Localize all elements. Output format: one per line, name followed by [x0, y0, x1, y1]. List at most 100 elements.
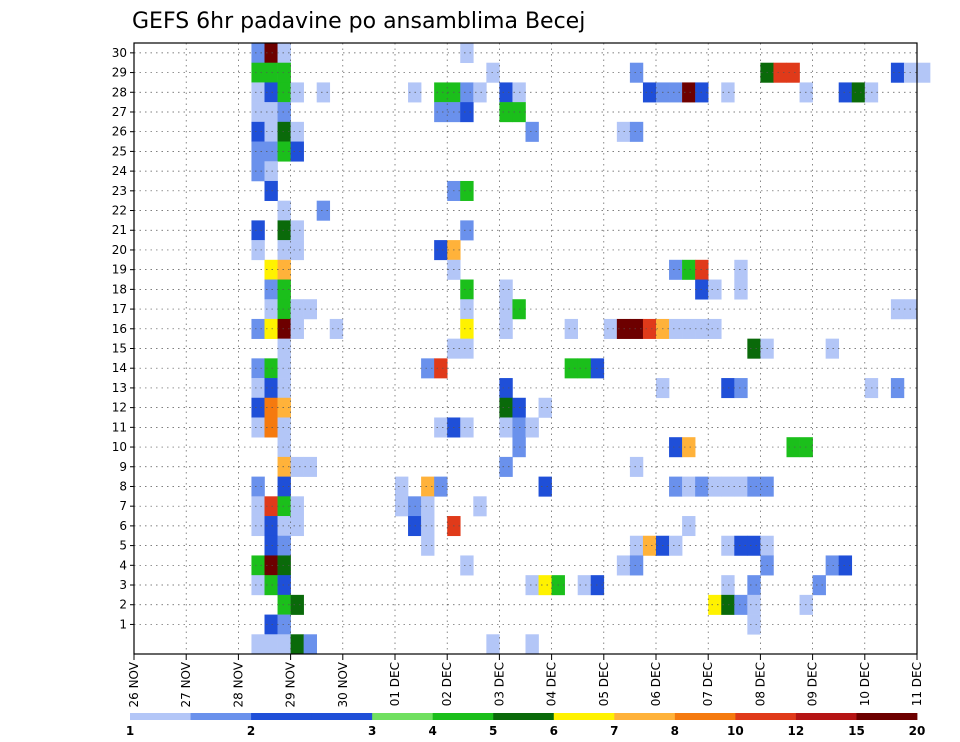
heatmap-cell	[499, 82, 513, 103]
colorbar-segment	[553, 713, 615, 720]
x-tick-label: 02 DEC	[440, 662, 454, 706]
heatmap-cell	[682, 259, 696, 280]
heatmap-cell	[499, 417, 513, 438]
colorbar-label: 8	[671, 724, 679, 738]
heatmap-cell	[264, 378, 278, 399]
heatmap-cell	[773, 62, 787, 83]
heatmap-cell	[277, 121, 291, 142]
heatmap-cell	[264, 161, 278, 182]
heatmap-cell	[460, 102, 474, 123]
heatmap-cell	[721, 535, 735, 556]
colorbar-segment	[735, 713, 797, 720]
heatmap-cell	[812, 575, 826, 596]
heatmap-cell	[460, 180, 474, 201]
heatmap-cell	[460, 279, 474, 300]
heatmap-cell	[747, 338, 761, 359]
heatmap-cell	[290, 456, 304, 477]
y-axis-ticks: 1234567891011121314151617181920212223242…	[112, 46, 134, 631]
x-tick-label: 26 NOV	[127, 661, 141, 707]
heatmap-cell	[499, 102, 513, 123]
heatmap-cell	[499, 299, 513, 320]
colorbar-segment	[614, 713, 676, 720]
chart-title: GEFS 6hr padavine po ansamblima Becej	[132, 9, 585, 34]
heatmap-cell	[277, 378, 291, 399]
heatmap-cell	[603, 318, 618, 339]
y-tick-label: 29	[112, 66, 127, 80]
y-tick-label: 24	[112, 164, 127, 178]
heatmap-cell	[277, 240, 291, 261]
heatmap-cell	[564, 318, 578, 339]
heatmap-cell	[421, 358, 435, 379]
heatmap-cell	[290, 82, 304, 103]
heatmap-cell	[708, 594, 722, 615]
heatmap-cell	[434, 82, 448, 103]
x-tick-label: 27 NOV	[179, 661, 193, 707]
heatmap-cell	[277, 141, 291, 162]
heatmap-cell	[251, 358, 265, 379]
y-tick-label: 23	[112, 184, 127, 198]
heatmap-cell	[277, 516, 291, 537]
heatmap-cell	[460, 555, 474, 576]
colorbar-segment	[856, 713, 918, 720]
heatmap-cell	[251, 634, 265, 655]
y-tick-label: 25	[112, 144, 127, 158]
heatmap-cell	[499, 318, 513, 339]
colorbar-segment	[432, 713, 494, 720]
heatmap-cell	[851, 82, 866, 103]
heatmap-cell	[734, 259, 748, 280]
heatmap-cell	[421, 516, 435, 537]
heatmap-cell	[264, 279, 278, 300]
heatmap-cell	[264, 397, 278, 418]
heatmap-cell	[708, 476, 722, 497]
heatmap-cell	[499, 397, 513, 418]
heatmap-cell	[277, 614, 291, 635]
heatmap-cell	[277, 338, 291, 359]
heatmap-cell	[251, 62, 265, 83]
heatmap-cell	[277, 476, 291, 497]
heatmap-cell	[642, 82, 657, 103]
heatmap-cell	[473, 82, 487, 103]
heatmap-cell	[277, 299, 291, 320]
heatmap-cell	[264, 575, 278, 596]
heatmap-cell	[277, 555, 291, 576]
colorbar-label: 4	[429, 724, 437, 738]
colorbar-segment	[311, 713, 373, 720]
heatmap-cell	[629, 555, 644, 576]
heatmap-cell	[290, 121, 304, 142]
heatmap-cell	[264, 180, 278, 201]
heatmap-cell	[629, 62, 644, 83]
colorbar-label: 1	[126, 724, 134, 738]
heatmap-cell	[669, 259, 683, 280]
heatmap-cell	[264, 259, 278, 280]
heatmap-cell	[747, 575, 761, 596]
heatmap-cell	[395, 496, 409, 517]
heatmap-cell	[838, 82, 853, 103]
heatmap-cell	[747, 476, 761, 497]
y-tick-label: 4	[119, 558, 127, 572]
heatmap-cell	[290, 318, 304, 339]
heatmap-cell	[264, 417, 278, 438]
heatmap-cell	[747, 594, 761, 615]
heatmap-cell	[669, 318, 683, 339]
colorbar-segment	[493, 713, 555, 720]
heatmap-cell	[734, 594, 748, 615]
y-tick-label: 5	[119, 539, 127, 553]
y-tick-label: 8	[119, 479, 127, 493]
heatmap-cell	[421, 535, 435, 556]
x-tick-label: 09 DEC	[806, 662, 820, 706]
heatmap-cell	[460, 299, 474, 320]
heatmap-cell	[251, 82, 265, 103]
heatmap-cell	[629, 318, 644, 339]
x-tick-label: 30 NOV	[336, 661, 350, 707]
x-tick-label: 11 DEC	[910, 662, 924, 706]
heatmap-cell	[460, 82, 474, 103]
grid-lines	[134, 43, 917, 654]
heatmap-cell	[734, 279, 748, 300]
colorbar-segment	[251, 713, 313, 720]
colorbar-label: 6	[550, 724, 558, 738]
heatmap-cell	[329, 318, 344, 339]
x-axis-ticks: 26 NOV 27 NOV 28 NOV 29 NOV 30 NOV 01 DEC 02 D…	[127, 654, 924, 708]
y-tick-label: 12	[112, 401, 127, 415]
heatmap-cell	[290, 634, 304, 655]
heatmap-cell	[277, 220, 291, 241]
